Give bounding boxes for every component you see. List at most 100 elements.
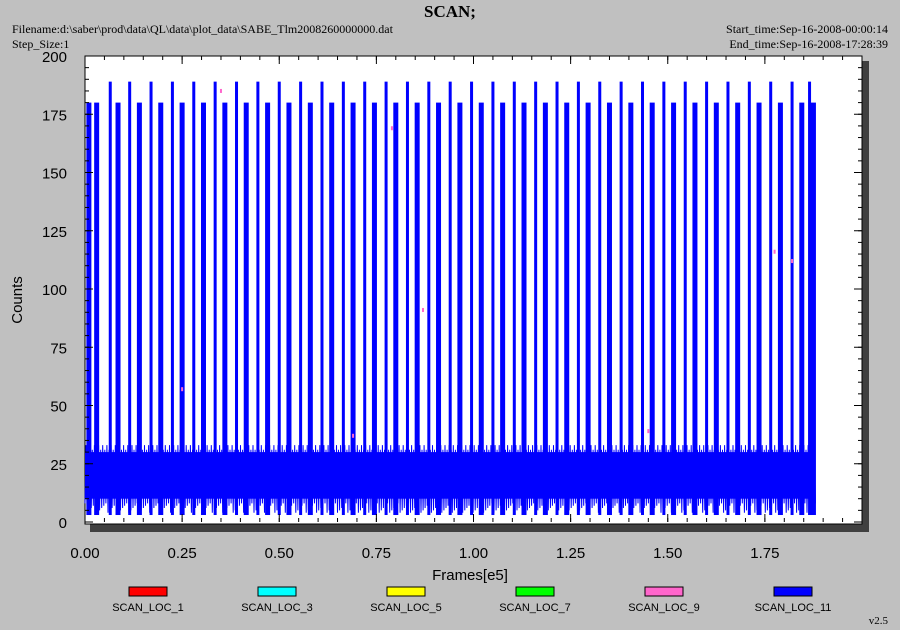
spike-bar — [542, 102, 548, 516]
y-tick-label: 150 — [42, 166, 67, 183]
spike-bar — [470, 81, 474, 516]
legend-swatch — [515, 586, 555, 597]
spike-bar — [128, 81, 132, 516]
y-tick-label: 200 — [42, 49, 67, 66]
spike-bar — [115, 102, 121, 516]
legend-swatch — [257, 586, 297, 597]
legend-label: SCAN_LOC_11 — [755, 602, 832, 614]
spike-bar — [512, 81, 516, 516]
legend-swatch — [386, 586, 426, 597]
x-tick-label: 1.00 — [459, 545, 488, 562]
spike-bar — [200, 102, 206, 516]
spike-bar — [521, 102, 527, 516]
spike-bar — [341, 81, 345, 516]
x-tick-label: 0.00 — [70, 545, 99, 562]
spike-bar — [371, 102, 377, 516]
series-point-scan-loc-9 — [352, 433, 355, 438]
y-tick-label: 100 — [42, 282, 67, 299]
legend-label: SCAN_LOC_7 — [499, 602, 571, 614]
data-layer — [84, 81, 816, 516]
spike-bar — [564, 102, 570, 516]
spike-bar — [534, 81, 538, 516]
spike-bar — [799, 102, 805, 516]
legend: SCAN_LOC_1 SCAN_LOC_3 SCAN_LOC_5 SCAN_LOC_7… — [112, 586, 832, 614]
spike-bar — [320, 81, 324, 516]
legend-swatch — [644, 586, 684, 597]
filename-label: Filename:d:\saber\prod\data\QL\data\plot… — [12, 22, 393, 36]
spike-bar — [307, 102, 313, 516]
spike-bar — [576, 81, 580, 516]
x-tick-label: 1.75 — [750, 545, 779, 562]
axes-layer: 0 25 50 75 100 125 150 175 200 0.00 0.25 0.50 0.75 1.… — [42, 49, 863, 562]
spike-bar — [598, 81, 602, 516]
spike-bar — [747, 81, 751, 516]
series-point-scan-loc-9 — [773, 249, 776, 254]
legend-label: SCAN_LOC_9 — [628, 602, 700, 614]
x-tick-label: 0.50 — [265, 545, 294, 562]
spike-bar — [149, 81, 153, 516]
spike-bar — [491, 81, 495, 516]
y-tick-label: 25 — [50, 457, 67, 474]
spike-bar — [192, 81, 196, 516]
legend-label: SCAN_LOC_1 — [112, 602, 184, 614]
version-label: v2.5 — [868, 615, 888, 627]
legend-label: SCAN_LOC_3 — [241, 602, 313, 614]
spike-bar — [213, 81, 217, 516]
series-point-scan-loc-9 — [219, 88, 222, 93]
spike-bar — [500, 102, 506, 516]
series-point-scan-loc-9 — [421, 307, 424, 312]
spike-bar — [384, 81, 388, 516]
spike-bar — [448, 81, 452, 516]
start-time-label: Start_time:Sep-16-2008-00:00:14 — [726, 22, 888, 36]
spike-bar — [235, 81, 239, 516]
spike-bar — [363, 81, 367, 516]
end-time-label: End_time:Sep-16-2008-17:28:39 — [729, 37, 888, 51]
spike-bar — [179, 102, 185, 516]
spike-bar — [810, 102, 816, 516]
spike-bar — [555, 81, 559, 516]
spike-bar — [585, 102, 591, 516]
spike-bar — [671, 102, 677, 516]
spike-bar — [756, 102, 762, 516]
spike-bar — [265, 102, 271, 516]
y-tick-label: 0 — [59, 515, 67, 532]
spike-bar — [628, 102, 634, 516]
spike-bar — [649, 102, 655, 516]
spike-bar — [436, 102, 442, 516]
x-tick-label: 0.75 — [362, 545, 391, 562]
spike-bar — [478, 102, 484, 516]
spike-bar — [726, 81, 730, 516]
y-tick-label: 75 — [50, 340, 67, 357]
spike-bar — [94, 102, 100, 516]
spike-bar — [256, 81, 260, 516]
x-axis-label: Frames[e5] — [432, 567, 508, 584]
x-tick-label: 0.25 — [168, 545, 197, 562]
spike-bar — [170, 81, 174, 516]
spike-bar — [299, 81, 303, 516]
spike-bar — [86, 102, 92, 516]
spike-bar — [277, 81, 281, 516]
spike-bar — [662, 81, 666, 516]
spike-bar — [222, 102, 228, 516]
step-size-label: Step_Size:1 — [12, 37, 70, 51]
y-axis-label: Counts — [9, 276, 26, 324]
spike-bar — [692, 102, 698, 516]
spike-bar — [735, 102, 741, 516]
spike-bar — [777, 102, 783, 516]
spike-bar — [619, 81, 623, 516]
spike-bar — [457, 102, 463, 516]
y-tick-label: 175 — [42, 107, 67, 124]
spike-bar — [683, 81, 687, 516]
chart-title: SCAN; — [424, 2, 476, 21]
legend-swatch — [128, 586, 168, 597]
x-tick-label: 1.50 — [653, 545, 682, 562]
x-tick-label: 1.25 — [556, 545, 585, 562]
spike-bar — [393, 102, 399, 516]
series-point-scan-loc-9 — [647, 429, 650, 434]
spike-bar — [108, 81, 112, 516]
spike-bar — [350, 102, 356, 516]
legend-label: SCAN_LOC_5 — [370, 602, 442, 614]
spike-bar — [158, 102, 164, 516]
legend-swatch — [773, 586, 813, 597]
